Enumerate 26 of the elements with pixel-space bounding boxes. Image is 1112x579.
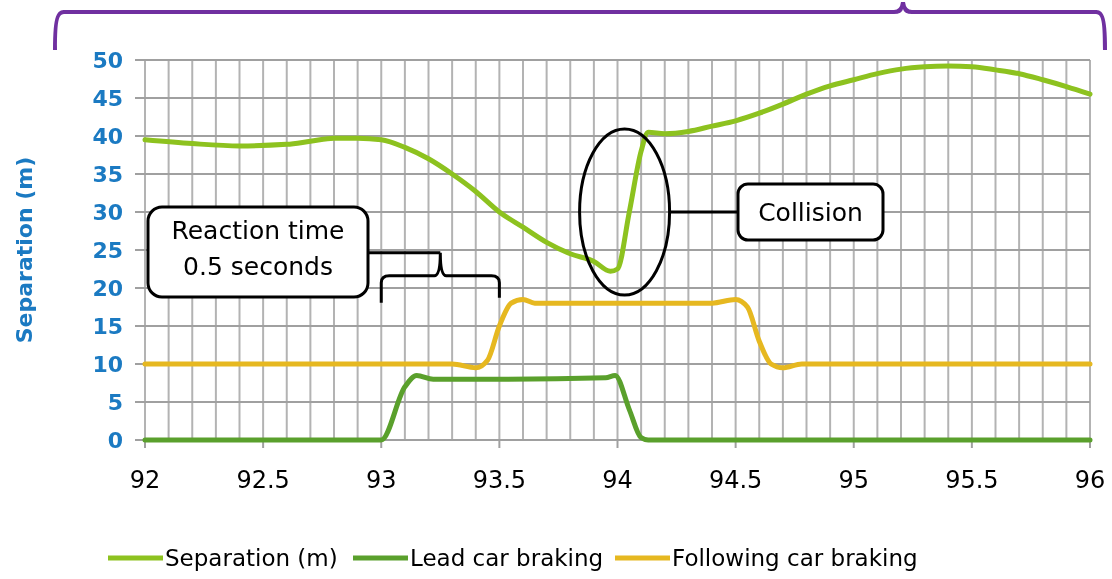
y-tick-label: 40: [92, 123, 123, 149]
x-tick-label: 93.5: [472, 466, 527, 494]
x-tick-label: 94.5: [708, 466, 763, 494]
annotation: Collision: [758, 198, 863, 227]
x-tick-label: 95.5: [945, 466, 999, 494]
x-tick-label: 96: [1074, 466, 1106, 494]
y-tick-label: 15: [92, 313, 123, 339]
x-tick-label: 93: [365, 466, 397, 494]
y-tick-label: 35: [92, 161, 123, 187]
y-tick-label: 5: [107, 389, 123, 415]
legend-label: Lead car braking: [410, 545, 604, 572]
y-tick-label: 0: [107, 427, 123, 453]
y-tick-label: 10: [92, 351, 123, 377]
x-tick-label: 94: [602, 466, 633, 494]
x-tick-label: 92: [129, 466, 161, 494]
y-tick-label: 30: [92, 199, 123, 225]
y-axis-title: Separation (m): [12, 156, 37, 344]
x-tick-label: 95: [838, 466, 870, 494]
y-tick-label: 50: [92, 47, 123, 73]
annotation: Reaction time 0.5 seconds: [171, 216, 345, 281]
legend-label: Following car braking: [672, 545, 918, 572]
x-tick-label: 92.5: [236, 466, 290, 494]
y-tick-label: 25: [92, 237, 123, 263]
y-tick-label: 45: [92, 85, 123, 111]
legend-label: Separation (m): [165, 545, 338, 572]
y-tick-label: 20: [92, 275, 123, 301]
